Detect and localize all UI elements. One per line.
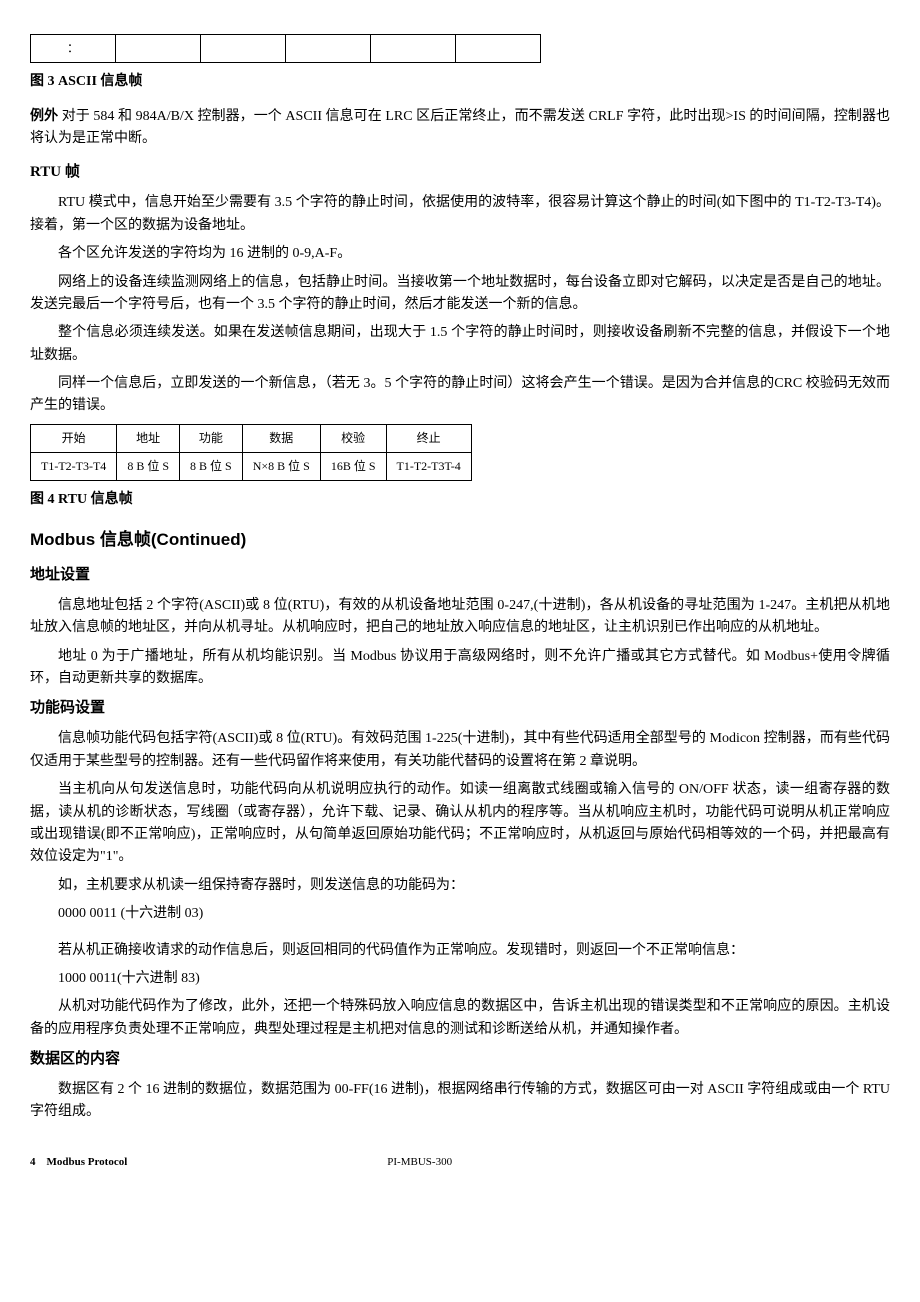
data-area-heading: 数据区的内容 bbox=[30, 1047, 890, 1071]
rtu-data-cell: 16B 位 S bbox=[320, 453, 386, 481]
cell bbox=[286, 35, 371, 63]
cell bbox=[201, 35, 286, 63]
exception-label: 例外 bbox=[30, 109, 58, 124]
rtu-para-4: 整个信息必须连续发送。如果在发送帧信息期间，出现大于 1.5 个字符的静止时间时… bbox=[30, 322, 890, 367]
page-footer: 4 Modbus Protocol PI-MBUS-300 bbox=[30, 1154, 890, 1172]
addr-para-2: 地址 0 为于广播地址，所有从机均能识别。当 Modbus 协议用于高级网络时，… bbox=[30, 646, 890, 691]
cell: ： bbox=[31, 35, 116, 63]
exception-text: 对于 584 和 984A/B/X 控制器，一个 ASCII 信息可在 LRC … bbox=[30, 109, 890, 146]
cell bbox=[116, 35, 201, 63]
func-para-5: 若从机正确接收请求的动作信息后，则返回相同的代码值作为正常响应。发现错时，则返回… bbox=[30, 940, 890, 962]
rtu-frame-table: 开始 地址 功能 数据 校验 终止 T1-T2-T3-T4 8 B 位 S 8 … bbox=[30, 424, 472, 481]
cell bbox=[456, 35, 541, 63]
rtu-header-cell: 校验 bbox=[320, 424, 386, 452]
figure-3-caption: 图 3 ASCII 信息帧 bbox=[30, 71, 890, 93]
address-setting-heading: 地址设置 bbox=[30, 563, 890, 587]
func-para-2: 当主机向从句发送信息时，功能代码向从机说明应执行的动作。如读一组离散式线圈或输入… bbox=[30, 779, 890, 869]
rtu-header-cell: 功能 bbox=[180, 424, 243, 452]
rtu-data-cell: T1-T2-T3T-4 bbox=[386, 453, 471, 481]
rtu-header-cell: 数据 bbox=[242, 424, 320, 452]
rtu-para-2: 各个区允许发送的字符均为 16 进制的 0-9,A-F。 bbox=[30, 243, 890, 265]
rtu-header-cell: 开始 bbox=[31, 424, 117, 452]
ascii-frame-table: ： bbox=[30, 34, 541, 63]
rtu-data-cell: N×8 B 位 S bbox=[242, 453, 320, 481]
rtu-para-5: 同样一个信息后，立即发送的一个新信息，（若无 3。5 个字符的静止时间）这将会产… bbox=[30, 373, 890, 418]
rtu-header-cell: 地址 bbox=[117, 424, 180, 452]
footer-left: 4 Modbus Protocol bbox=[30, 1154, 127, 1172]
footer-doc-id: PI-MBUS-300 bbox=[387, 1154, 452, 1172]
func-para-7: 从机对功能代码作为了修改，此外，还把一个特殊码放入响应信息的数据区中，告诉主机出… bbox=[30, 996, 890, 1041]
rtu-header-cell: 终止 bbox=[386, 424, 471, 452]
rtu-para-3: 网络上的设备连续监测网络上的信息，包括静止时间。当接收第一个地址数据时，每台设备… bbox=[30, 272, 890, 317]
figure-4-caption: 图 4 RTU 信息帧 bbox=[30, 489, 890, 511]
addr-para-1: 信息地址包括 2 个字符(ASCII)或 8 位(RTU)，有效的从机设备地址范… bbox=[30, 595, 890, 640]
func-para-3: 如，主机要求从机读一组保持寄存器时，则发送信息的功能码为： bbox=[30, 875, 890, 897]
func-para-4: 0000 0011 (十六进制 03) bbox=[30, 903, 890, 925]
rtu-data-cell: T1-T2-T3-T4 bbox=[31, 453, 117, 481]
rtu-data-cell: 8 B 位 S bbox=[117, 453, 180, 481]
rtu-frame-heading: RTU 帧 bbox=[30, 160, 890, 184]
exception-paragraph: 例外 对于 584 和 984A/B/X 控制器，一个 ASCII 信息可在 L… bbox=[30, 106, 890, 151]
footer-title: Modbus Protocol bbox=[47, 1156, 128, 1168]
func-para-6: 1000 0011(十六进制 83) bbox=[30, 968, 890, 990]
func-para-1: 信息帧功能代码包括字符(ASCII)或 8 位(RTU)。有效码范围 1-225… bbox=[30, 728, 890, 773]
rtu-data-cell: 8 B 位 S bbox=[180, 453, 243, 481]
continued-heading: Modbus 信息帧(Continued) bbox=[30, 526, 890, 553]
rtu-para-1: RTU 模式中，信息开始至少需要有 3.5 个字符的静止时间，依据使用的波特率，… bbox=[30, 192, 890, 237]
page-number: 4 bbox=[30, 1156, 36, 1168]
function-code-heading: 功能码设置 bbox=[30, 696, 890, 720]
cell bbox=[371, 35, 456, 63]
data-para-1: 数据区有 2 个 16 进制的数据位，数据范围为 00-FF(16 进制)，根据… bbox=[30, 1079, 890, 1124]
